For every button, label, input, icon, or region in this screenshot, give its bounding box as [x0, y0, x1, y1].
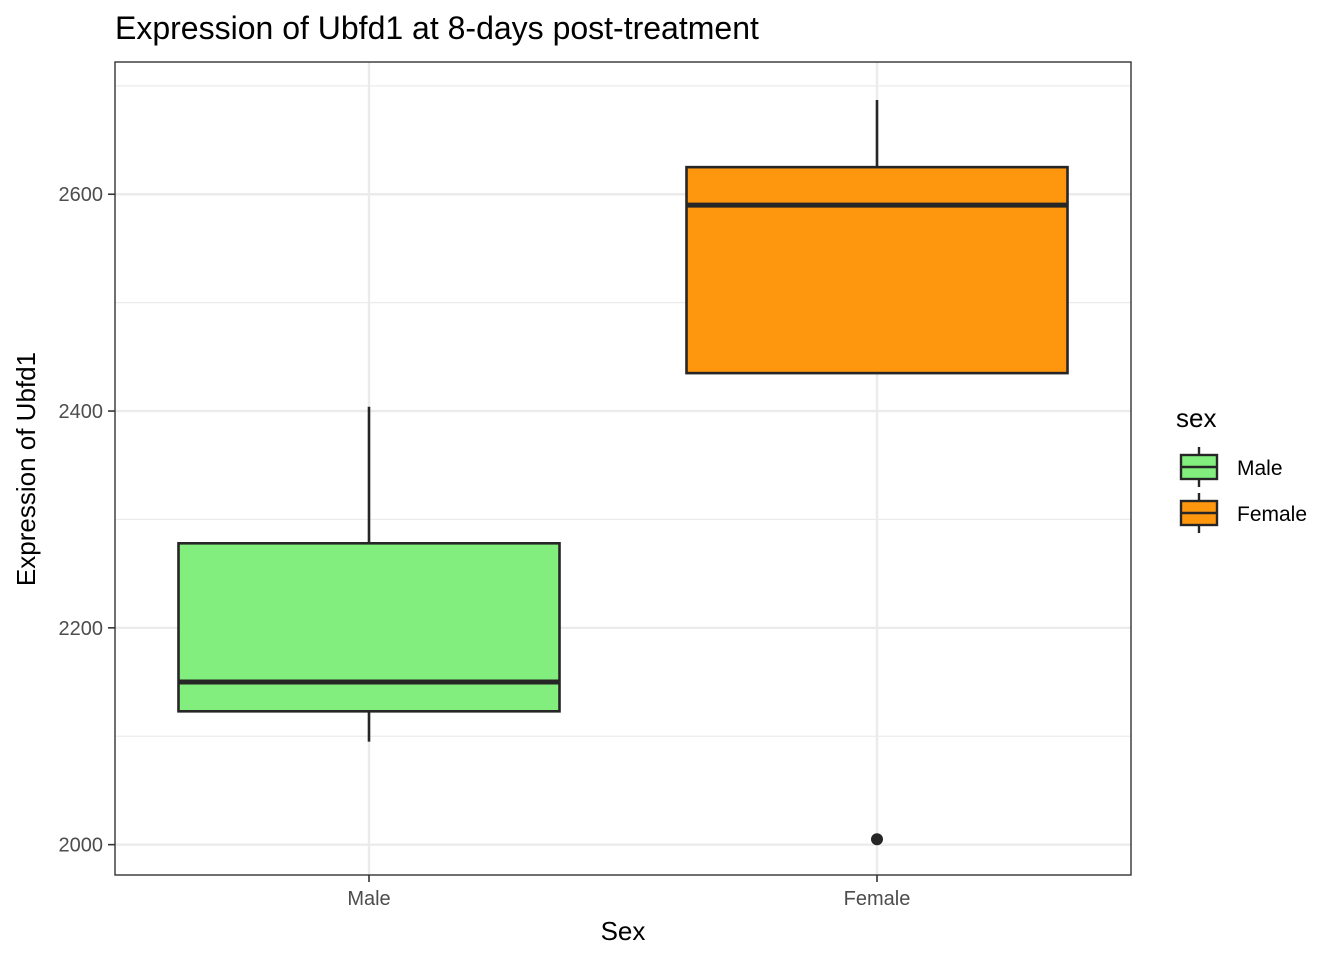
legend: sex Male Female [1176, 403, 1307, 533]
outlier-point [871, 833, 883, 846]
iqr-box [177, 541, 561, 713]
chart-title: Expression of Ubfd1 at 8-days post-treat… [115, 10, 759, 46]
y-tick-label: 2400 [59, 401, 104, 423]
legend-title: sex [1176, 403, 1216, 433]
y-tick-label: 2600 [59, 184, 104, 206]
legend-label: Male [1237, 457, 1283, 480]
x-tick-label: Male [347, 888, 390, 910]
legend-entry-male: Male [1179, 447, 1283, 487]
axes: 2000 2200 2400 2600 Male Female [59, 184, 911, 910]
legend-label: Female [1237, 503, 1307, 526]
y-tick-label: 2200 [59, 618, 104, 640]
y-axis-title: Expression of Ubfd1 [11, 352, 41, 586]
x-tick-label: Female [844, 888, 911, 910]
panel-border [114, 61, 1132, 876]
box-male [177, 406, 561, 742]
iqr-box [685, 165, 1069, 375]
box-layer [177, 99, 1069, 846]
x-axis-title: Sex [601, 916, 646, 946]
y-tick-label: 2000 [59, 835, 104, 857]
box-female [685, 99, 1069, 846]
legend-entry-female: Female [1179, 493, 1307, 533]
